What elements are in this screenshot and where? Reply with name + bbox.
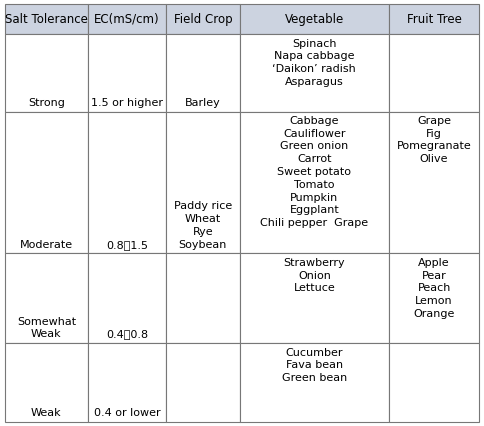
Text: 0.4 or lower: 0.4 or lower [94, 408, 160, 418]
Text: Strawberry
Onion
Lettuce: Strawberry Onion Lettuce [284, 258, 345, 294]
Bar [389, 343, 479, 422]
Bar [166, 343, 240, 422]
Text: Salt Tolerance: Salt Tolerance [5, 13, 88, 26]
Text: Grape
Fig
Pomegranate
Olive: Grape Fig Pomegranate Olive [397, 116, 471, 164]
Text: Cucumber
Fava bean
Green bean: Cucumber Fava bean Green bean [282, 348, 347, 383]
Text: Spinach
Napa cabbage
‘Daikon’ radish
Asparagus: Spinach Napa cabbage ‘Daikon’ radish Asp… [272, 39, 356, 87]
Text: Vegetable: Vegetable [285, 13, 344, 26]
Bar [5, 35, 88, 112]
Text: Weak: Weak [31, 408, 61, 418]
Text: 1.5 or higher: 1.5 or higher [91, 98, 163, 108]
Text: Moderate: Moderate [20, 240, 73, 250]
Bar [5, 253, 88, 343]
Bar [88, 4, 166, 35]
Text: Fruit Tree: Fruit Tree [407, 13, 462, 26]
Bar [240, 112, 389, 253]
Bar [5, 343, 88, 422]
Bar [389, 112, 479, 253]
Bar [240, 253, 389, 343]
Text: Barley: Barley [185, 98, 221, 108]
Text: Field Crop: Field Crop [174, 13, 232, 26]
Text: Cabbage
Cauliflower
Green onion
Carrot
Sweet potato
Tomato
Pumpkin
Eggplant
Chil: Cabbage Cauliflower Green onion Carrot S… [260, 116, 368, 228]
Bar [389, 253, 479, 343]
Bar [88, 112, 166, 253]
Text: 0.4～0.8: 0.4～0.8 [106, 329, 148, 340]
Bar [166, 4, 240, 35]
Bar [88, 253, 166, 343]
Bar [88, 343, 166, 422]
Text: 0.8～1.5: 0.8～1.5 [106, 240, 148, 250]
Bar [389, 4, 479, 35]
Bar [389, 35, 479, 112]
Bar [166, 35, 240, 112]
Bar [166, 112, 240, 253]
Bar [240, 35, 389, 112]
Text: Somewhat
Weak: Somewhat Weak [17, 317, 76, 340]
Bar [5, 4, 88, 35]
Bar [5, 112, 88, 253]
Text: EC(mS/cm): EC(mS/cm) [94, 13, 160, 26]
Bar [166, 253, 240, 343]
Bar [88, 35, 166, 112]
Text: Paddy rice
Wheat
Rye
Soybean: Paddy rice Wheat Rye Soybean [174, 201, 232, 250]
Bar [240, 343, 389, 422]
Bar [240, 4, 389, 35]
Text: Apple
Pear
Peach
Lemon
Orange: Apple Pear Peach Lemon Orange [413, 258, 455, 319]
Text: Strong: Strong [28, 98, 65, 108]
